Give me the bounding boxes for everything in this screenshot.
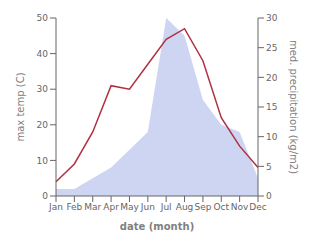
svg-text:Apr: Apr bbox=[103, 202, 119, 212]
svg-text:May: May bbox=[120, 202, 139, 212]
svg-text:30: 30 bbox=[37, 84, 49, 94]
svg-text:Sep: Sep bbox=[194, 202, 211, 212]
svg-text:30: 30 bbox=[266, 13, 278, 23]
svg-text:max temp (C): max temp (C) bbox=[15, 72, 26, 141]
svg-text:Aug: Aug bbox=[176, 202, 194, 212]
svg-text:10: 10 bbox=[266, 132, 278, 142]
svg-text:25: 25 bbox=[266, 43, 277, 53]
svg-text:Jun: Jun bbox=[140, 202, 155, 212]
svg-text:Nov: Nov bbox=[231, 202, 249, 212]
svg-text:Feb: Feb bbox=[66, 202, 82, 212]
svg-text:20: 20 bbox=[266, 73, 278, 83]
svg-text:Mar: Mar bbox=[84, 202, 101, 212]
svg-text:20: 20 bbox=[37, 120, 49, 130]
svg-text:Dec: Dec bbox=[249, 202, 266, 212]
svg-text:med. precipitation (kg/m2): med. precipitation (kg/m2) bbox=[288, 40, 299, 174]
svg-text:50: 50 bbox=[37, 13, 49, 23]
svg-text:Jul: Jul bbox=[160, 202, 172, 212]
svg-text:Oct: Oct bbox=[213, 202, 229, 212]
svg-text:date (month): date (month) bbox=[120, 221, 194, 232]
svg-text:Jan: Jan bbox=[48, 202, 63, 212]
svg-text:10: 10 bbox=[37, 156, 49, 166]
svg-text:0: 0 bbox=[42, 191, 48, 201]
svg-text:15: 15 bbox=[266, 102, 277, 112]
svg-text:40: 40 bbox=[37, 49, 49, 59]
svg-text:0: 0 bbox=[266, 191, 272, 201]
svg-text:5: 5 bbox=[266, 162, 272, 172]
